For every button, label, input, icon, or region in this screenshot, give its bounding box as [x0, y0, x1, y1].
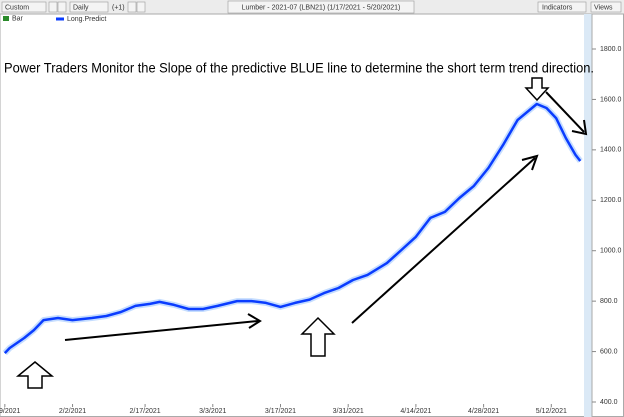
indicators-text: Indicators	[542, 4, 573, 11]
range-select[interactable]	[1, 1, 47, 13]
y-tick-label: 1800.0	[600, 46, 622, 53]
y-tick-label: 1400.0	[600, 147, 622, 154]
y-tick-label: 800.0	[600, 298, 618, 305]
title-box	[227, 0, 415, 14]
x-tick-label: 3/17/2021	[265, 408, 296, 415]
remove-offset-button[interactable]	[136, 1, 146, 13]
legend-label: Bar	[12, 16, 24, 23]
y-tick-label: 1000.0	[600, 248, 622, 255]
views-select[interactable]	[590, 1, 622, 13]
x-tick-label: 2/17/2021	[130, 408, 161, 415]
x-tick-label: 5/12/2021	[536, 408, 567, 415]
indicators-select[interactable]	[537, 1, 587, 13]
x-axis: 1/19/2021 2/2/2021 2/17/2021 3/3/2021 3/17/2…	[0, 404, 567, 415]
interval-select[interactable]	[69, 1, 109, 13]
x-tick-label: 1/19/2021	[0, 408, 21, 415]
range-text: Custom	[5, 4, 29, 11]
add-button[interactable]	[48, 1, 58, 13]
y-tick-label: 600.0	[600, 348, 618, 355]
annotation-arrows	[15, 77, 588, 389]
interval-text: Daily	[73, 4, 89, 11]
offset-text: (+1)	[112, 4, 125, 11]
remove-button[interactable]	[57, 1, 67, 13]
annotation: Power Traders Monitor the Slope of the p…	[4, 60, 594, 76]
y-tick-label: 400.0	[600, 399, 618, 406]
line-glow	[2, 101, 583, 356]
views-text: Views	[594, 4, 613, 11]
axis-band	[584, 14, 592, 417]
legend-swatch-bar	[3, 16, 9, 21]
y-tick-label: 1600.0	[600, 96, 622, 103]
add-offset-button[interactable]	[127, 1, 137, 13]
series-line	[3, 102, 582, 354]
legend-label: Long.Predict	[67, 16, 106, 23]
x-tick-label: 4/28/2021	[468, 408, 499, 415]
x-tick-label: 3/3/2021	[199, 408, 226, 415]
x-tick-label: 2/2/2021	[59, 408, 86, 415]
chart-title: Lumber - 2021-07 (LBN21) (1/17/2021 - 5/…	[242, 4, 401, 11]
x-tick-label: 3/31/2021	[333, 408, 364, 415]
x-tick-label: 4/14/2021	[400, 408, 431, 415]
y-tick-label: 1200.0	[600, 197, 622, 204]
